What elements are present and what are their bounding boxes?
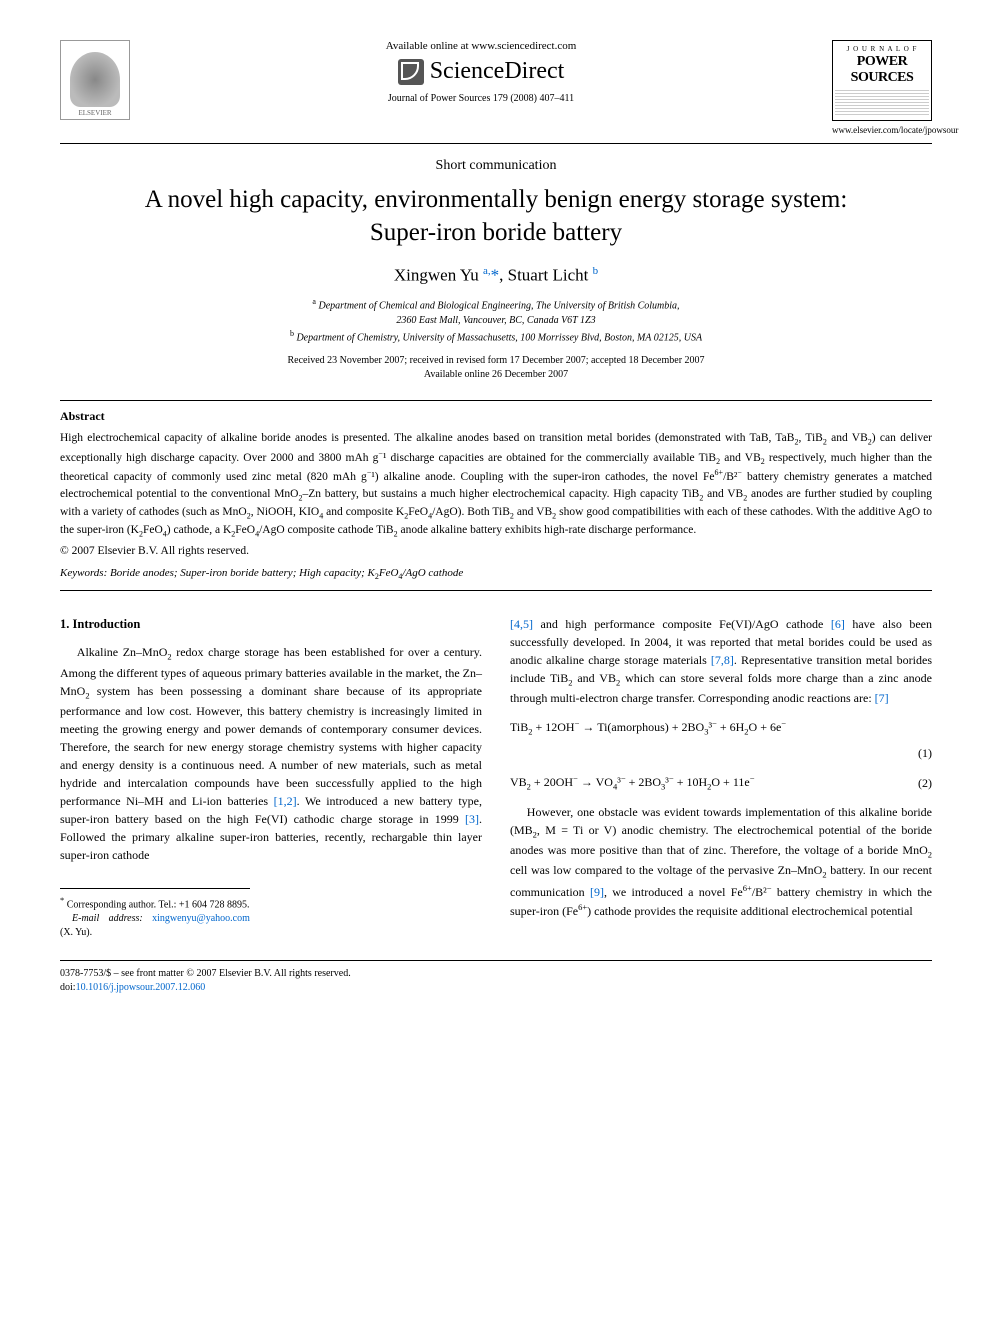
abstract-copyright: © 2007 Elsevier B.V. All rights reserved… (60, 545, 932, 557)
ref-link[interactable]: [9] (590, 885, 604, 899)
footer-line1: 0378-7753/$ – see front matter © 2007 El… (60, 967, 932, 981)
abstract-top-rule (60, 400, 932, 401)
abstract-bottom-rule (60, 590, 932, 591)
sciencedirect-brand: ScienceDirect (130, 58, 832, 85)
elsevier-tree-icon (70, 52, 120, 107)
journal-cover: J O U R N A L O F POWER SOURCES www.else… (832, 40, 932, 135)
eq2-number: (2) (910, 774, 932, 792)
affil-a-1: Department of Chemical and Biological En… (318, 300, 679, 311)
cover-top-label: J O U R N A L O F (835, 45, 929, 53)
doi-link[interactable]: 10.1016/j.jpowsour.2007.12.060 (76, 982, 206, 993)
elsevier-logo: ELSEVIER (60, 40, 130, 120)
affil-b: Department of Chemistry, University of M… (296, 333, 702, 344)
corr-email-link[interactable]: xingwenyu@yahoo.com (152, 913, 250, 924)
ref-link[interactable]: [1,2] (274, 794, 297, 808)
header-divider (60, 143, 932, 144)
affiliations: a Department of Chemical and Biological … (60, 296, 932, 346)
corr-star: * (60, 895, 64, 905)
intro-heading: 1. Introduction (60, 615, 482, 634)
intro-paragraph-1: Alkaline Zn–MnO2 redox charge storage ha… (60, 643, 482, 863)
sciencedirect-icon (398, 59, 424, 85)
article-type: Short communication (60, 158, 932, 174)
article-title: A novel high capacity, environmentally b… (60, 184, 932, 249)
ref-link[interactable]: [3] (465, 812, 479, 826)
cover-title-1: POWER (835, 55, 929, 69)
col2-paragraph-1: [4,5] and high performance composite Fe(… (510, 615, 932, 707)
body-columns: 1. Introduction Alkaline Zn–MnO2 redox c… (60, 615, 932, 940)
journal-reference: Journal of Power Sources 179 (2008) 407–… (130, 93, 832, 104)
corr-label: Corresponding author. Tel.: +1 604 728 8… (67, 899, 250, 910)
title-line2: Super-iron boride battery (370, 219, 622, 246)
email-label: E-mail address: (72, 913, 143, 924)
col2-paragraph-2: However, one obstacle was evident toward… (510, 803, 932, 919)
eq1-number: (1) (910, 744, 932, 762)
authors: Xingwen Yu a,*, Stuart Licht b (60, 265, 932, 286)
cover-box: J O U R N A L O F POWER SOURCES (832, 40, 932, 121)
title-line1: A novel high capacity, environmentally b… (145, 186, 848, 213)
dates-line1: Received 23 November 2007; received in r… (287, 355, 704, 366)
equation-1-num-row: (1) (510, 744, 932, 762)
column-right: [4,5] and high performance composite Fe(… (510, 615, 932, 940)
ref-link[interactable]: [4,5] (510, 617, 533, 631)
journal-url[interactable]: www.elsevier.com/locate/jpowsour (832, 125, 932, 135)
dates-line2: Available online 26 December 2007 (424, 369, 568, 380)
article-dates: Received 23 November 2007; received in r… (60, 354, 932, 382)
corr-email-suffix: (X. Yu). (60, 927, 92, 938)
corresponding-author-note: * Corresponding author. Tel.: +1 604 728… (60, 888, 250, 940)
equation-2: VB2 + 20OH− → VO4³− + 2BO3³− + 10H2O + 1… (510, 772, 932, 793)
page-footer: 0378-7753/$ – see front matter © 2007 El… (60, 960, 932, 995)
equation-1: TiB2 + 12OH− → Ti(amorphous) + 2BO3³− + … (510, 717, 932, 738)
header-row: ELSEVIER Available online at www.science… (60, 40, 932, 135)
cover-lines-decoration (835, 88, 929, 116)
affil-a-2: 2360 East Mall, Vancouver, BC, Canada V6… (396, 315, 595, 326)
column-left: 1. Introduction Alkaline Zn–MnO2 redox c… (60, 615, 482, 940)
keywords: Keywords: Boride anodes; Super-iron bori… (60, 567, 932, 581)
eq2-body: VB2 + 20OH− → VO4³− + 2BO3³− + 10H2O + 1… (510, 772, 755, 793)
keywords-label: Keywords: (60, 567, 107, 579)
available-online-text: Available online at www.sciencedirect.co… (130, 40, 832, 52)
center-header: Available online at www.sciencedirect.co… (130, 40, 832, 104)
abstract-heading: Abstract (60, 409, 932, 424)
ref-link[interactable]: [7] (875, 691, 889, 705)
keywords-text: Boride anodes; Super-iron boride battery… (110, 567, 463, 579)
eq1-body: TiB2 + 12OH− → Ti(amorphous) + 2BO3³− + … (510, 717, 786, 738)
sciencedirect-text: ScienceDirect (430, 58, 565, 85)
abstract-text: High electrochemical capacity of alkalin… (60, 430, 932, 540)
ref-link[interactable]: [7,8] (711, 653, 734, 667)
cover-title-2: SOURCES (835, 71, 929, 85)
elsevier-text: ELSEVIER (78, 109, 111, 117)
doi-label: doi: (60, 982, 76, 993)
ref-link[interactable]: [6] (831, 617, 845, 631)
